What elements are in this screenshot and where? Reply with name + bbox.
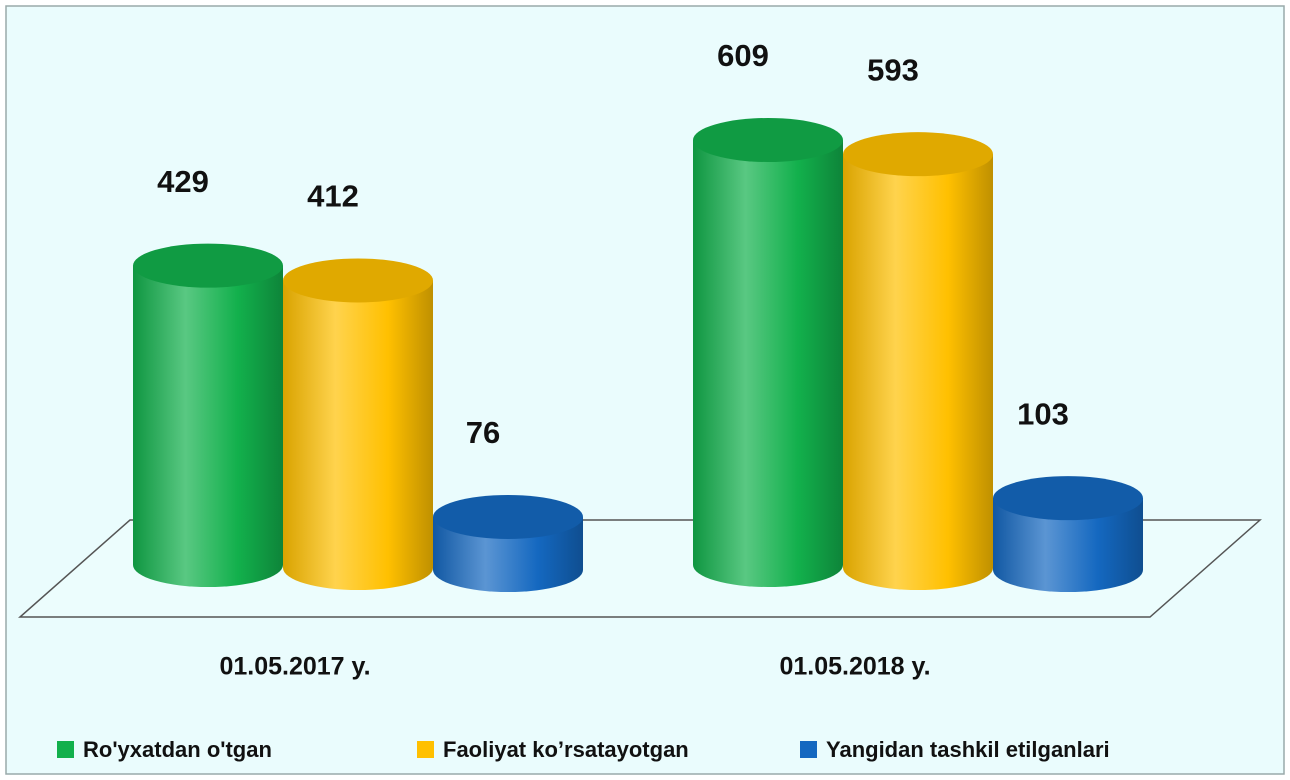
cylinder-top (433, 494, 583, 539)
cylinder-top (133, 243, 283, 288)
x-tick-label: 01.05.2018 y. (779, 653, 930, 681)
cylinder-body (283, 280, 433, 590)
cylinder-body (133, 265, 283, 587)
data-label: 609 (717, 38, 769, 73)
cylinder-top (283, 258, 433, 303)
legend-label: Yangidan tashkil etilganlari (826, 737, 1110, 762)
cylinder-top (693, 118, 843, 162)
cylinder-body (993, 498, 1143, 592)
legend-swatch (417, 741, 434, 758)
legend-label: Faoliyat ko’rsatayotgan (443, 737, 689, 762)
data-label: 593 (867, 52, 919, 87)
data-label: 412 (307, 179, 359, 214)
legend-swatch (800, 741, 817, 758)
data-label: 103 (1017, 396, 1069, 431)
data-label: 429 (157, 164, 209, 199)
cylinder-body (693, 140, 843, 587)
legend-swatch (57, 741, 74, 758)
cylinder-top (993, 476, 1143, 521)
data-label: 76 (466, 415, 500, 450)
x-tick-label: 01.05.2017 y. (219, 653, 370, 681)
cylinder-top (843, 132, 993, 177)
cylinder-body (843, 154, 993, 591)
legend-label: Ro'yxatdan o'tgan (83, 737, 272, 762)
